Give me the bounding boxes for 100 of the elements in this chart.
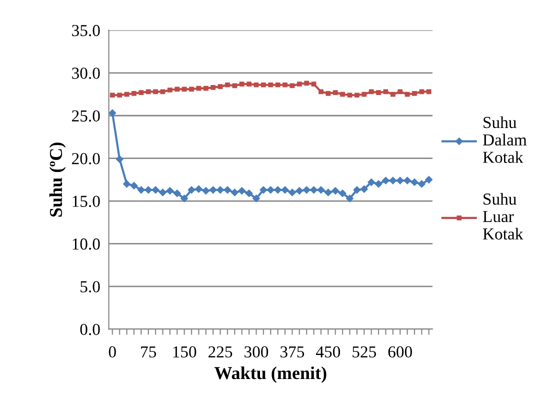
point — [238, 186, 246, 195]
point — [166, 186, 174, 195]
y-tick-label: 35.0 — [72, 24, 100, 36]
point — [144, 186, 152, 194]
point — [288, 188, 296, 196]
point — [137, 186, 146, 194]
point — [254, 82, 259, 88]
point — [304, 80, 310, 86]
y-tick-label: 15.0 — [72, 196, 100, 208]
point — [194, 185, 203, 193]
point — [274, 186, 282, 194]
point — [239, 82, 244, 86]
point — [245, 189, 253, 198]
point — [275, 82, 280, 88]
point — [216, 186, 224, 194]
point — [153, 89, 158, 94]
point — [116, 155, 124, 164]
point — [168, 88, 172, 92]
point — [311, 82, 316, 86]
point — [138, 90, 144, 95]
point — [296, 82, 302, 86]
x-tick-label: 0 — [108, 346, 116, 358]
x-tick-label: 225 — [208, 346, 232, 358]
point — [318, 89, 324, 94]
point — [338, 189, 346, 198]
point — [232, 83, 238, 88]
x-tick-label: 450 — [316, 346, 340, 358]
point — [326, 90, 331, 96]
y-tick-label: 25.0 — [72, 110, 100, 122]
point — [418, 180, 426, 188]
point — [132, 90, 136, 96]
point — [110, 92, 115, 98]
point — [189, 86, 194, 92]
x-tick-label: 75 — [141, 346, 156, 358]
point — [246, 82, 252, 86]
point — [174, 86, 180, 92]
point — [224, 186, 232, 194]
point — [108, 109, 116, 117]
point — [158, 188, 167, 196]
point — [188, 186, 196, 194]
point — [403, 176, 412, 184]
y-tick-label: 0.0 — [80, 324, 100, 336]
point — [225, 82, 230, 88]
point — [230, 188, 239, 196]
point — [173, 189, 182, 198]
point — [424, 176, 432, 184]
point — [260, 186, 268, 194]
point — [266, 186, 275, 194]
point — [282, 82, 288, 88]
point — [182, 86, 187, 92]
point — [360, 185, 368, 193]
point — [146, 89, 151, 94]
point — [410, 178, 418, 186]
point — [117, 92, 122, 98]
point — [353, 186, 361, 194]
point — [317, 186, 325, 194]
x-tick-label: 375 — [280, 346, 304, 358]
point — [390, 92, 396, 97]
x-tick-label: 300 — [244, 346, 268, 358]
y-tick-label: 10.0 — [72, 238, 100, 250]
point — [376, 90, 381, 95]
y-axis-title: Suhu (ºC) — [49, 142, 66, 217]
point — [295, 186, 304, 195]
point — [331, 186, 340, 195]
point — [281, 186, 289, 194]
point — [130, 182, 138, 190]
y-tick-label: 30.0 — [72, 68, 100, 79]
point — [332, 90, 338, 95]
point — [367, 178, 376, 186]
point — [122, 180, 131, 188]
point — [180, 194, 188, 202]
y-tick-label: 20.0 — [72, 153, 100, 164]
point — [152, 186, 160, 194]
point — [354, 92, 360, 98]
point — [368, 89, 374, 94]
point — [203, 86, 208, 91]
point — [202, 186, 210, 195]
point — [362, 92, 367, 97]
point — [347, 92, 352, 98]
point — [412, 90, 417, 96]
x-tick-label: 150 — [173, 346, 196, 358]
point — [398, 89, 403, 94]
x-tick-label: 525 — [352, 346, 376, 358]
point — [218, 84, 223, 90]
point — [382, 176, 390, 184]
x-axis-title: Waktu (menit) — [214, 366, 326, 383]
x-tick-label: 600 — [388, 346, 412, 358]
legend-label: Suhu Dalam Kotak — [482, 116, 527, 163]
point — [426, 89, 432, 94]
point — [268, 82, 274, 88]
point — [252, 194, 260, 202]
point — [324, 188, 332, 196]
point — [374, 180, 382, 188]
legend-label: Suhu Luar Kotak — [482, 193, 524, 240]
point — [346, 194, 354, 202]
point — [210, 85, 216, 90]
y-tick-label: 5.0 — [80, 281, 100, 292]
point — [261, 82, 266, 88]
point — [310, 186, 318, 194]
point — [340, 92, 345, 97]
